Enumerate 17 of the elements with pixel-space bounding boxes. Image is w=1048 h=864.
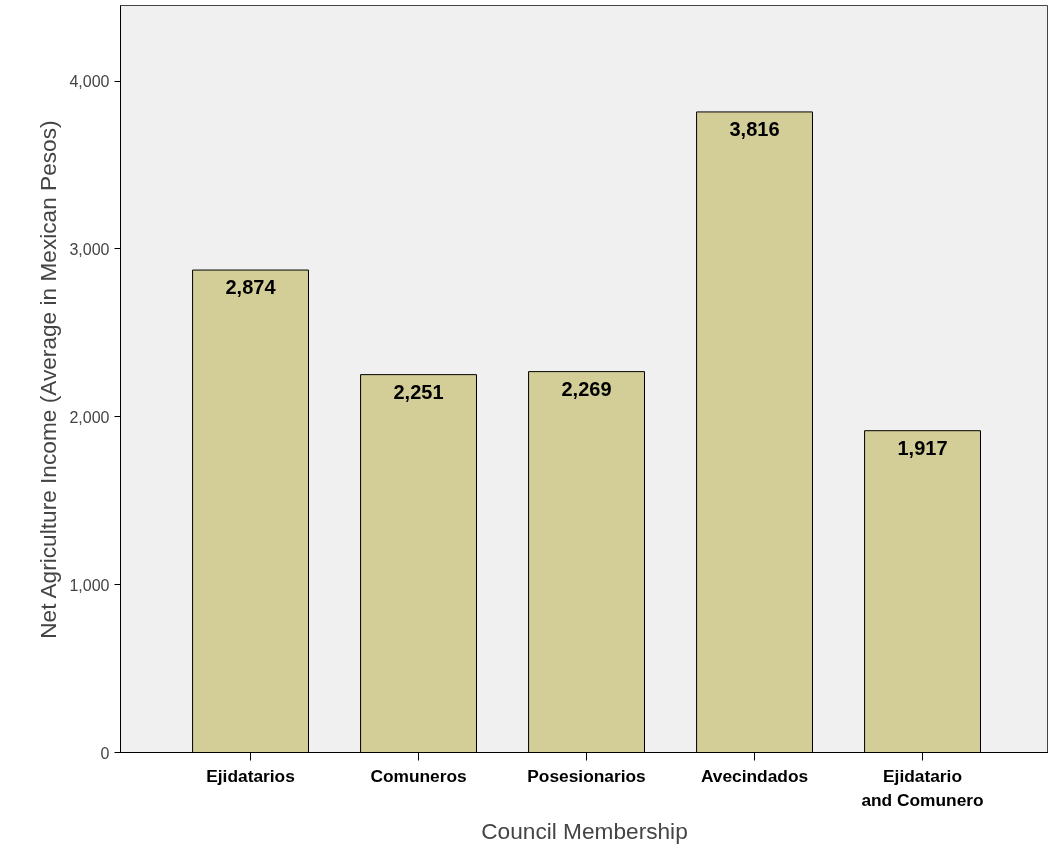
x-tick-label: Avecindados bbox=[700, 765, 809, 786]
x-tick-label: Ejidatario and Comunero bbox=[861, 765, 984, 810]
x-axis-title: Council Membership bbox=[481, 817, 688, 844]
data-label: 2,874 bbox=[225, 276, 277, 299]
x-tick-label: Posesionarios bbox=[527, 765, 646, 786]
y-tick-label: 4,000 bbox=[69, 73, 110, 91]
x-tick-label: Comuneros bbox=[370, 765, 467, 786]
data-label: 2,251 bbox=[393, 380, 444, 403]
x-tick-label: Ejidatarios bbox=[206, 765, 295, 786]
y-tick-label: 1,000 bbox=[69, 576, 110, 594]
data-label: 2,269 bbox=[561, 377, 612, 400]
data-label: 3,816 bbox=[729, 117, 780, 140]
y-tick-label: 2,000 bbox=[69, 408, 110, 426]
y-tick-label: 0 bbox=[100, 744, 110, 762]
y-tick-label: 3,000 bbox=[69, 240, 110, 258]
y-axis-title: Net Agriculture Income (Average in Mexican Pesos) bbox=[35, 120, 62, 639]
data-label: 1,917 bbox=[897, 436, 948, 459]
